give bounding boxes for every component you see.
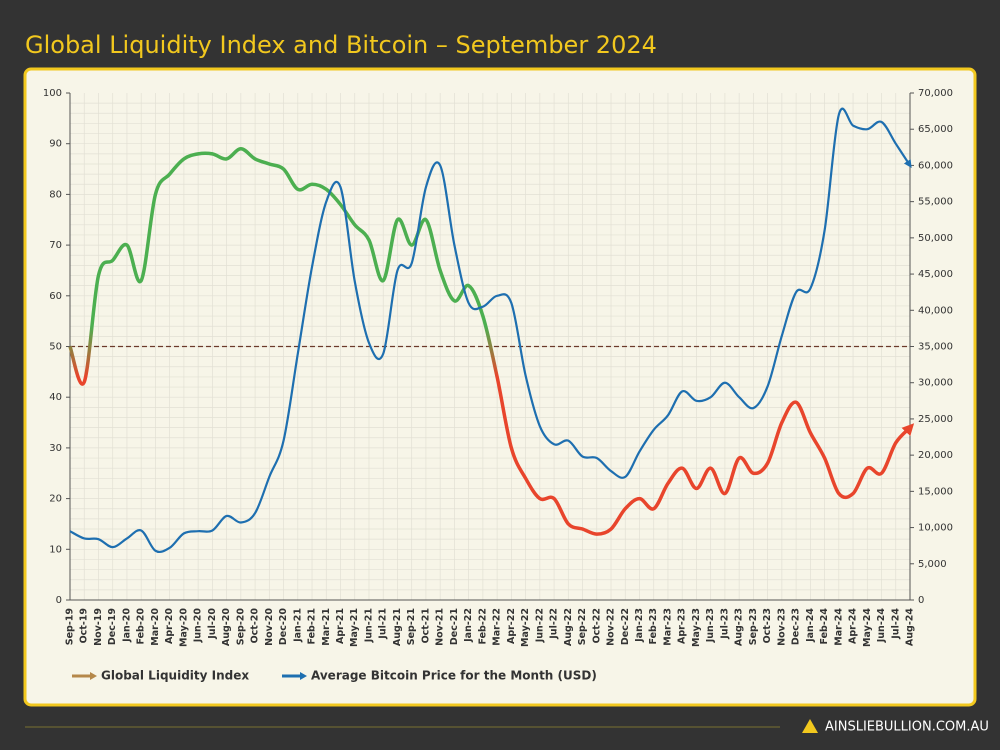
x-tick-label: Jun-23: [705, 608, 716, 643]
x-tick-label: Feb-22: [477, 608, 488, 645]
y-tick-label: 90: [49, 139, 62, 150]
x-tick-label: Dec-21: [449, 608, 460, 645]
x-tick-label: May-24: [862, 608, 873, 647]
x-tick-label: Apr-21: [335, 608, 346, 644]
y2-tick-label: 30,000: [918, 378, 953, 389]
y2-tick-label: 25,000: [918, 414, 953, 425]
x-tick-label: Oct-20: [250, 608, 261, 644]
x-tick-label: Aug-22: [563, 608, 574, 646]
y2-tick-label: 70,000: [918, 88, 953, 99]
legend-swatch-head: [300, 672, 307, 680]
y-tick-label: 70: [49, 240, 62, 251]
legend-label: Average Bitcoin Price for the Month (USD…: [311, 669, 597, 683]
y-tick-label: 20: [49, 494, 62, 505]
y-tick-label: 80: [49, 189, 62, 200]
x-tick-label: Nov-23: [776, 608, 787, 646]
y-tick-label: 10: [49, 544, 62, 555]
x-tick-label: Apr-22: [506, 608, 517, 644]
x-tick-label: Jul-20: [207, 608, 218, 640]
x-tick-label: May-23: [691, 608, 702, 647]
x-tick-label: Apr-20: [164, 608, 175, 644]
x-tick-label: Apr-24: [848, 608, 859, 644]
x-tick-label: Dec-19: [107, 608, 118, 645]
x-tick-label: Jun-21: [363, 608, 374, 643]
y2-tick-label: 65,000: [918, 124, 953, 135]
x-tick-label: Mar-22: [492, 608, 503, 646]
y2-tick-label: 45,000: [918, 269, 953, 280]
x-tick-label: Oct-21: [420, 608, 431, 643]
x-tick-label: Jan-20: [121, 608, 132, 643]
y2-tick-label: 10,000: [918, 523, 953, 534]
x-tick-label: Jan-21: [292, 608, 303, 643]
x-tick-label: Feb-23: [648, 608, 659, 645]
x-tick-label: Aug-21: [392, 608, 403, 646]
y2-tick-label: 40,000: [918, 305, 953, 316]
x-tick-label: Jan-23: [634, 608, 645, 643]
legend-swatch-head: [90, 672, 97, 680]
legend-label: Global Liquidity Index: [101, 669, 249, 683]
x-tick-label: Sep-20: [235, 608, 246, 646]
y2-tick-label: 0: [918, 595, 924, 606]
x-tick-label: Oct-22: [591, 608, 602, 643]
x-tick-label: Apr-23: [677, 608, 688, 644]
x-tick-label: Mar-21: [321, 608, 332, 646]
x-tick-label: Jul-21: [378, 608, 389, 640]
x-tick-label: Jan-22: [463, 608, 474, 643]
x-tick-label: Sep-19: [65, 608, 76, 645]
y-tick-label: 50: [49, 342, 62, 353]
x-tick-label: Dec-23: [791, 608, 802, 645]
x-tick-label: Nov-20: [264, 608, 275, 646]
y2-tick-label: 5,000: [918, 559, 947, 570]
y-tick-label: 40: [49, 392, 62, 403]
x-tick-label: Aug-23: [734, 608, 745, 646]
x-tick-label: Sep-22: [577, 608, 588, 645]
x-tick-label: Jun-22: [534, 608, 545, 643]
x-tick-label: Aug-20: [221, 608, 232, 646]
series-line: [69, 107, 912, 554]
x-tick-label: Jul-23: [719, 608, 730, 640]
x-tick-label: Mar-24: [833, 608, 844, 646]
x-tick-label: Jun-20: [193, 608, 204, 644]
y2-tick-label: 50,000: [918, 233, 953, 244]
x-tick-label: Feb-20: [136, 608, 147, 645]
x-tick-label: Nov-19: [93, 608, 104, 646]
x-tick-label: May-21: [349, 608, 360, 647]
x-tick-label: Feb-24: [819, 608, 830, 645]
x-tick-label: Jan-24: [805, 608, 816, 643]
y2-tick-label: 55,000: [918, 197, 953, 208]
x-tick-label: Mar-23: [662, 608, 673, 646]
x-tick-label: Sep-21: [406, 608, 417, 645]
x-tick-label: Jun-24: [876, 608, 887, 644]
x-tick-label: Oct-23: [762, 608, 773, 643]
x-tick-label: Nov-21: [435, 608, 446, 646]
y-tick-label: 0: [56, 595, 62, 606]
x-tick-label: Feb-21: [307, 608, 318, 645]
y-tick-label: 100: [43, 88, 62, 99]
y2-tick-label: 60,000: [918, 160, 953, 171]
y-tick-label: 30: [49, 443, 62, 454]
brand-logo: [802, 719, 818, 733]
x-tick-label: Jul-22: [549, 608, 560, 640]
x-tick-label: Dec-22: [620, 608, 631, 645]
y2-tick-label: 20,000: [918, 450, 953, 461]
x-tick-label: May-22: [520, 608, 531, 647]
x-tick-label: Oct-19: [79, 608, 90, 643]
x-tick-label: Sep-23: [748, 608, 759, 645]
chart-title: Global Liquidity Index and Bitcoin – Sep…: [25, 31, 657, 59]
x-tick-label: Jul-24: [890, 608, 901, 640]
x-tick-label: Mar-20: [150, 608, 161, 646]
y2-tick-label: 35,000: [918, 342, 953, 353]
y-tick-label: 60: [49, 291, 62, 302]
x-tick-label: Nov-22: [606, 608, 617, 646]
x-tick-label: Aug-24: [905, 608, 916, 646]
x-tick-label: Dec-20: [278, 608, 289, 646]
x-tick-label: May-20: [178, 608, 189, 647]
series-line: [68, 147, 915, 536]
y2-tick-label: 15,000: [918, 486, 953, 497]
footer-brand: AINSLIEBULLION.COM.AU: [825, 720, 989, 735]
